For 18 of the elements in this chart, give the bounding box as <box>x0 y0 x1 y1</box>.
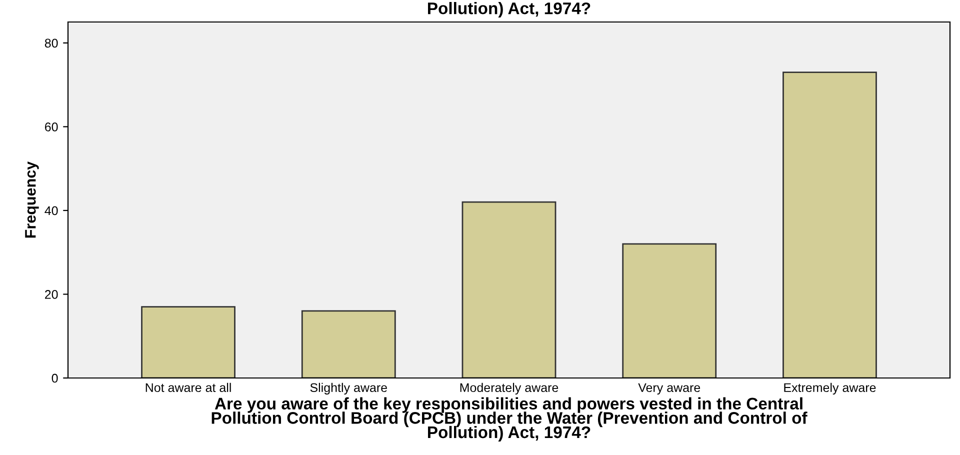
x-axis-title: Are you aware of the key responsibilities and powers vested in the Central Pollution Control Board (CPCB) under the Water (Prevention and Control of Pollution) Act, 1974? <box>212 397 808 442</box>
y-tick-label: 40 <box>44 206 58 216</box>
x-tick-label: Extremely aware <box>784 382 876 395</box>
x-tick-label: Not aware at all <box>146 382 231 392</box>
y-tick-label: 0 <box>52 374 58 383</box>
y-tick-label: 20 <box>45 290 58 299</box>
y-tick-label: 60 <box>45 122 58 132</box>
bar <box>782 72 877 378</box>
bar <box>141 306 236 378</box>
bar <box>622 243 717 378</box>
chart-title: Pollution) Act, 1974? <box>428 2 590 18</box>
x-tick-label: Very aware <box>638 383 700 395</box>
bar <box>301 310 396 378</box>
y-tick-label: 80 <box>44 38 58 48</box>
x-tick-label: Slightly aware <box>310 382 387 395</box>
x-tick-label: Moderately aware <box>460 382 558 395</box>
bar <box>462 201 556 378</box>
y-axis-title: Frequency <box>25 161 39 238</box>
